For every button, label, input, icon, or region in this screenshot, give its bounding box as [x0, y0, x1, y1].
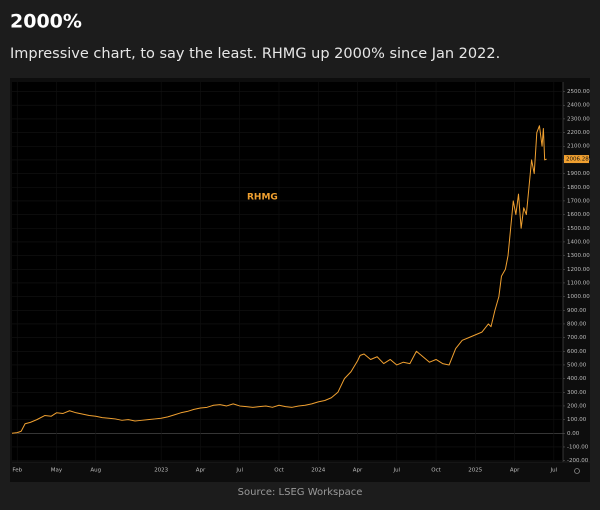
y-tick-label: 2200.00 [567, 130, 590, 136]
x-tick-label: Jul [550, 468, 558, 474]
chart-title: 2000% [10, 11, 82, 33]
settings-icon[interactable] [574, 468, 580, 474]
x-tick-label: Oct [274, 468, 284, 474]
y-tick-label: 1200.00 [567, 267, 590, 273]
y-tick-label: 1500.00 [567, 226, 590, 232]
x-tick-label: Jul [235, 468, 243, 474]
y-tick-label: 300.00 [567, 390, 587, 396]
series-label: RHMG [247, 193, 278, 203]
y-tick-label: 600.00 [567, 349, 587, 355]
y-tick-label: 1900.00 [567, 171, 590, 177]
y-tick-label: 1400.00 [567, 239, 590, 245]
chart-subtitle: Impressive chart, to say the least. RHMG… [10, 46, 500, 62]
y-tick-label: 1600.00 [567, 212, 590, 218]
y-tick-label: 2100.00 [567, 144, 590, 150]
x-tick-label: Feb [12, 468, 22, 474]
last-value-label: 2006.28 [566, 157, 589, 163]
x-tick-label: Apr [510, 468, 520, 474]
price-line [11, 125, 547, 434]
y-tick-label: 200.00 [567, 403, 587, 409]
x-tick-label: 2023 [154, 468, 168, 474]
x-tick-label: Apr [196, 468, 206, 474]
y-tick-label: 1000.00 [567, 294, 590, 300]
y-tick-label: 400.00 [567, 376, 587, 382]
y-tick-label: 2500.00 [567, 89, 590, 95]
x-tick-label: 2024 [311, 468, 325, 474]
y-tick-label: 1100.00 [567, 280, 590, 286]
plot-area [12, 82, 563, 462]
x-tick-label: 2025 [468, 468, 482, 474]
y-tick-label: 800.00 [567, 321, 587, 327]
last-value-box [564, 155, 589, 164]
y-tick-label: 1700.00 [567, 198, 590, 204]
x-tick-label: Apr [353, 468, 363, 474]
y-tick-label: 500.00 [567, 362, 587, 368]
y-tick-label: 0.00 [567, 431, 580, 437]
source: Source: LSEG Workspace [238, 487, 363, 498]
y-tick-label: -200.00 [567, 458, 589, 464]
x-tick-label: Jul [392, 468, 400, 474]
x-tick-label: Oct [431, 468, 441, 474]
y-tick-label: 900.00 [567, 308, 587, 314]
y-tick-label: 1800.00 [567, 185, 590, 191]
y-tick-label: 1300.00 [567, 253, 590, 259]
x-tick-label: May [51, 468, 63, 474]
y-tick-label: 700.00 [567, 335, 587, 341]
y-tick-label: 2300.00 [567, 116, 590, 122]
y-tick-label: 100.00 [567, 417, 587, 423]
y-tick-label: -100.00 [567, 444, 589, 450]
y-tick-label: 2400.00 [567, 103, 590, 109]
x-tick-label: Aug [90, 468, 101, 474]
